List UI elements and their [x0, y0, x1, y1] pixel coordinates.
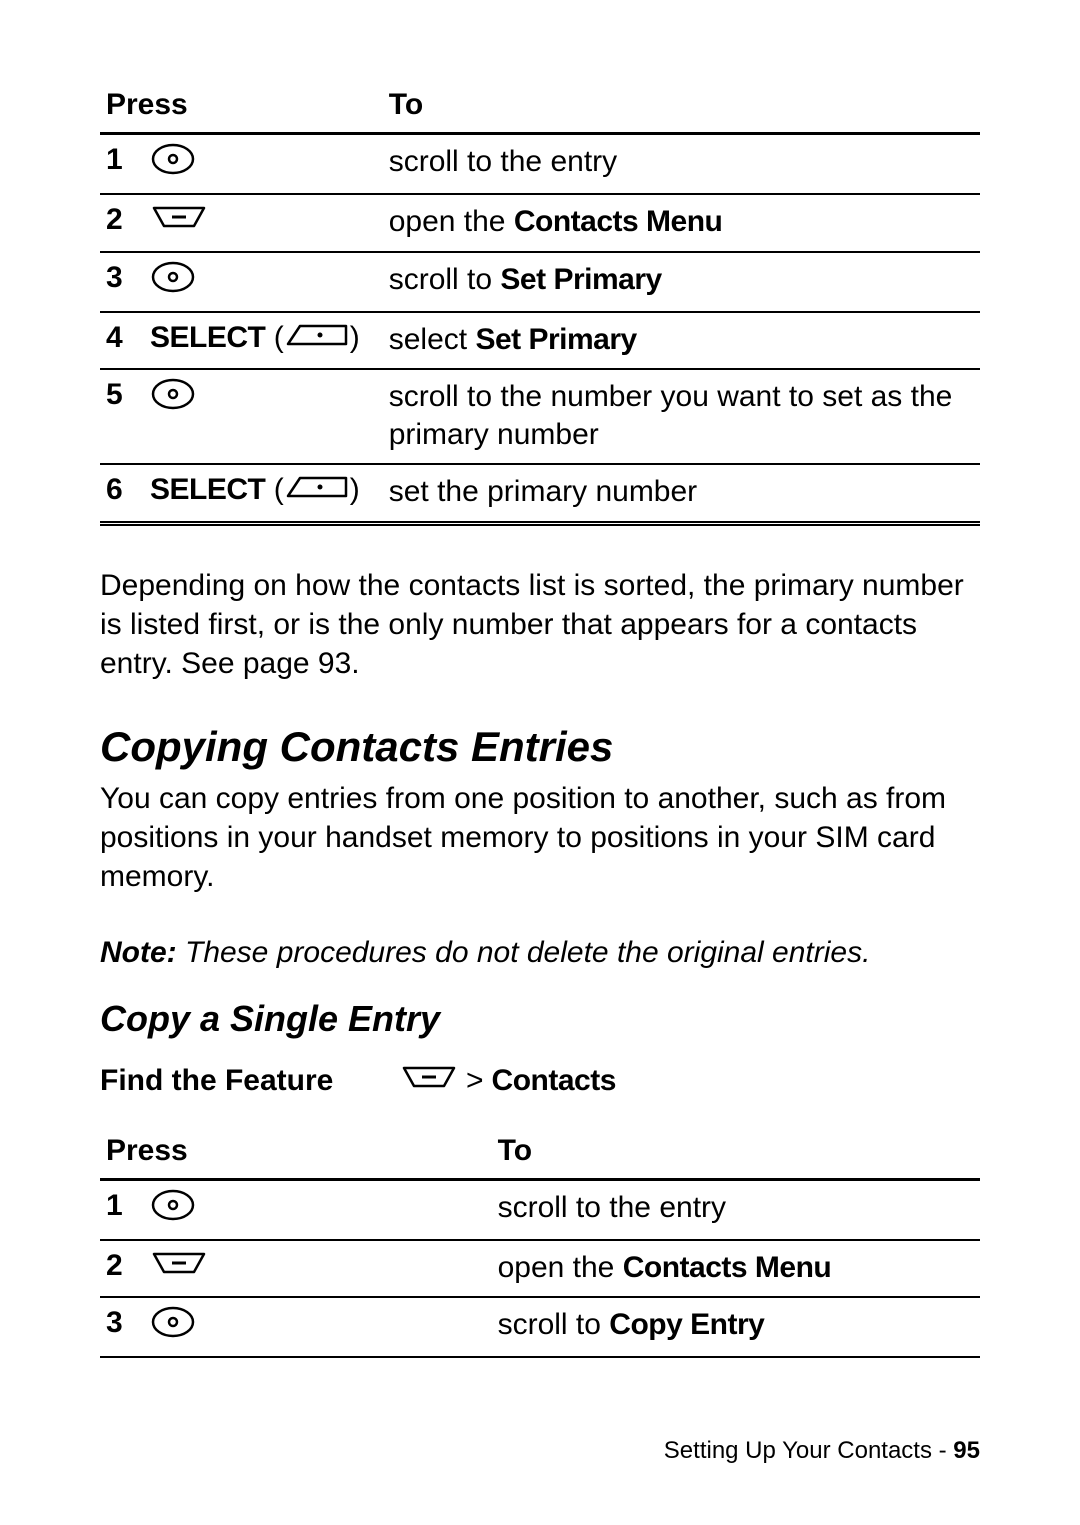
to-cell: scroll to Copy Entry — [492, 1297, 980, 1357]
step-number: 1 — [100, 1179, 144, 1240]
soft-key-icon — [284, 322, 350, 356]
heading-copy-single: Copy a Single Entry — [100, 998, 980, 1040]
col-header-press: Press — [100, 1126, 492, 1180]
table-row: 2 open the Contacts Menu — [100, 1240, 980, 1298]
nav-key-icon — [150, 1306, 196, 1346]
select-label: SELECT — [150, 473, 265, 506]
nav-key-icon — [150, 261, 196, 301]
paragraph-copy-desc: You can copy entries from one position t… — [100, 779, 980, 896]
menu-key-icon — [150, 1250, 208, 1284]
col-header-to: To — [383, 80, 980, 134]
table-row: 3 scroll to Set Primary — [100, 252, 980, 312]
press-cell — [144, 369, 383, 464]
find-feature-value: > Contacts — [400, 1064, 616, 1098]
nav-key-icon — [150, 143, 196, 183]
press-cell — [144, 252, 383, 312]
breadcrumb-contacts: Contacts — [492, 1064, 616, 1098]
heading-copying-contacts: Copying Contacts Entries — [100, 723, 980, 771]
to-cell: scroll to Set Primary — [383, 252, 980, 312]
breadcrumb-separator: > — [466, 1064, 484, 1098]
press-cell — [144, 194, 383, 252]
to-cell: open the Contacts Menu — [492, 1240, 980, 1298]
table-row: 3 scroll to Copy Entry — [100, 1297, 980, 1357]
table-row: 6SELECT ()set the primary number — [100, 464, 980, 523]
footer-page-number: 95 — [953, 1437, 980, 1464]
to-cell: set the primary number — [383, 464, 980, 523]
note-body: These procedures do not delete the origi… — [177, 936, 871, 969]
press-cell: SELECT () — [144, 312, 383, 370]
press-cell — [144, 1240, 492, 1298]
to-cell: scroll to the entry — [383, 134, 980, 195]
step-number: 1 — [100, 134, 144, 195]
footer-text: Setting Up Your Contacts - — [664, 1437, 954, 1464]
step-number: 2 — [100, 194, 144, 252]
note-label: Note: — [100, 936, 177, 969]
steps-table-1: PressTo 1 scroll to the entry 2 open the Con… — [100, 80, 980, 526]
to-cell: scroll to the entry — [492, 1179, 980, 1240]
col-header-to: To — [492, 1126, 980, 1180]
to-cell: select Set Primary — [383, 312, 980, 370]
to-cell: scroll to the number you want to set as … — [383, 369, 980, 464]
table-row: 4SELECT ()select Set Primary — [100, 312, 980, 370]
press-cell — [144, 1179, 492, 1240]
nav-key-icon — [150, 1189, 196, 1229]
find-feature-label: Find the Feature — [100, 1064, 400, 1098]
soft-key-icon — [284, 474, 350, 508]
nav-key-icon — [150, 378, 196, 418]
paragraph-sort-note: Depending on how the contacts list is so… — [100, 566, 980, 683]
step-number: 4 — [100, 312, 144, 370]
menu-key-icon — [400, 1064, 458, 1098]
step-number: 3 — [100, 1297, 144, 1357]
menu-key-icon — [150, 204, 208, 238]
step-number: 6 — [100, 464, 144, 523]
table-row: 1 scroll to the entry — [100, 1179, 980, 1240]
table-row: 2 open the Contacts Menu — [100, 194, 980, 252]
table-row: 5 scroll to the number you want to set as… — [100, 369, 980, 464]
step-number: 3 — [100, 252, 144, 312]
press-cell: SELECT () — [144, 464, 383, 523]
col-header-press: Press — [100, 80, 383, 134]
press-cell — [144, 134, 383, 195]
press-cell — [144, 1297, 492, 1357]
note-line: Note: These procedures do not delete the… — [100, 936, 980, 970]
steps-table-2: PressTo 1 scroll to the entry 2 open the Con… — [100, 1126, 980, 1359]
step-number: 2 — [100, 1240, 144, 1298]
to-cell: open the Contacts Menu — [383, 194, 980, 252]
step-number: 5 — [100, 369, 144, 464]
find-feature-row: Find the Feature > Contacts — [100, 1064, 980, 1098]
table-row: 1 scroll to the entry — [100, 134, 980, 195]
page-footer: Setting Up Your Contacts - 95 — [664, 1437, 980, 1465]
select-label: SELECT — [150, 321, 265, 354]
